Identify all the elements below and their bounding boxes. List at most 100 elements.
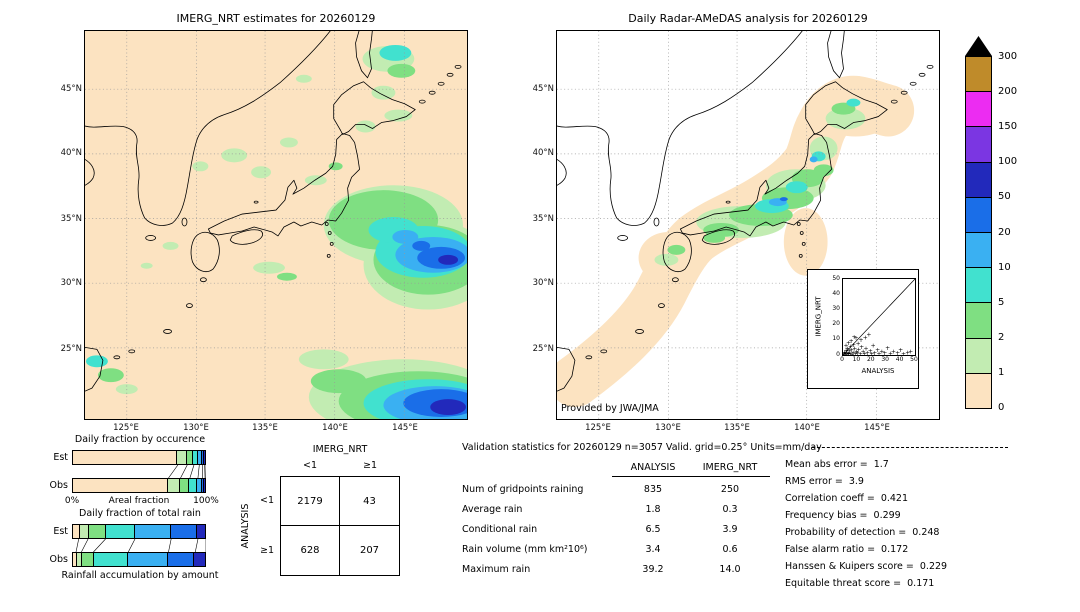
- colorbar-label: 1: [998, 367, 1005, 378]
- inset-x-axis-label: ANALYSIS: [861, 367, 895, 375]
- inset-x-tick: 20: [866, 356, 875, 363]
- contingency-col-title: IMERG_NRT: [312, 444, 368, 455]
- inset-y-tick: 50: [832, 274, 840, 282]
- x-tick-label: 135°E: [724, 423, 750, 433]
- svg-text:+: +: [847, 348, 852, 355]
- x-tick-label: 130°E: [183, 423, 209, 433]
- obs-label: Obs: [49, 480, 68, 491]
- colorbar-label: 150: [998, 121, 1018, 132]
- inset-x-tick: 50: [910, 356, 918, 363]
- svg-text:+: +: [842, 350, 847, 357]
- radar-map-canvas: [557, 31, 939, 419]
- colorbar-label: 100: [998, 156, 1018, 167]
- colorbar-segment: [966, 373, 991, 409]
- stats-analysis-value: 6.5: [645, 524, 661, 535]
- colorbar-label: 200: [998, 86, 1018, 97]
- occurrence-est-bar: [72, 450, 206, 465]
- svg-text:+: +: [852, 346, 857, 353]
- metric-line: Correlation coeff = 0.421: [785, 493, 909, 504]
- stats-row-label: Rain volume (mm km²10⁶): [462, 544, 588, 555]
- contingency-table: 2179 43 628 207: [280, 476, 400, 576]
- inset-y-tick: 30: [832, 304, 840, 312]
- x-tick-label: 125°E: [113, 423, 139, 433]
- svg-text:+: +: [853, 335, 858, 342]
- y-tick-label: 45°N: [60, 84, 82, 94]
- inset-x-tick: 40: [895, 356, 904, 363]
- y-tick-label: 45°N: [532, 84, 554, 94]
- svg-text:+: +: [875, 347, 880, 354]
- colorbar-segment: [966, 57, 991, 93]
- svg-text:+: +: [891, 349, 896, 356]
- stats-col-analysis: ANALYSIS: [630, 462, 676, 473]
- contingency-cell: 43: [340, 477, 399, 526]
- y-tick-label: 40°N: [60, 148, 82, 158]
- inset-y-tick: 10: [832, 335, 840, 343]
- occurrence-title: Daily fraction by occurence: [74, 434, 206, 445]
- x-tick-label: 140°E: [794, 423, 820, 433]
- svg-text:+: +: [848, 350, 853, 356]
- svg-text:+: +: [872, 350, 877, 356]
- colorbar-label: 0: [998, 402, 1005, 413]
- pct100-label: 100%: [193, 496, 219, 506]
- svg-text:+: +: [901, 351, 906, 356]
- colorbar-label: 10: [998, 262, 1011, 273]
- x-tick-label: 125°E: [585, 423, 611, 433]
- svg-text:+: +: [855, 350, 860, 356]
- occurrence-obs-bar: [72, 478, 206, 493]
- svg-text:+: +: [842, 352, 846, 357]
- colorbar-segment: [966, 197, 991, 234]
- imerg-map-canvas: [85, 31, 467, 419]
- svg-text:+: +: [879, 349, 884, 356]
- total-rain-connector: [75, 539, 206, 552]
- svg-text:+: +: [843, 342, 848, 349]
- metric-line: Frequency bias = 0.299: [785, 510, 901, 521]
- svg-text:+: +: [851, 349, 856, 356]
- radar-precipitation-blobs: [654, 98, 866, 266]
- radar-map-title: Daily Radar-AMeDAS analysis for 20260129: [628, 12, 868, 25]
- svg-text:+: +: [845, 350, 850, 356]
- colorbar-segment: [966, 338, 991, 374]
- y-tick-label: 30°N: [60, 278, 82, 288]
- svg-text:+: +: [885, 345, 890, 352]
- total-rain-title: Daily fraction of total rain: [79, 508, 201, 519]
- svg-text:+: +: [842, 351, 847, 356]
- y-tick-label: 35°N: [60, 214, 82, 224]
- est-label: Est: [53, 452, 68, 463]
- stats-imerg-value: 14.0: [719, 564, 741, 575]
- areal-fraction-label: Areal fraction: [108, 496, 170, 506]
- svg-text:+: +: [845, 345, 850, 352]
- svg-text:+: +: [858, 351, 863, 356]
- metric-line: Hanssen & Kuipers score = 0.229: [785, 561, 948, 572]
- stats-imerg-value: 3.9: [722, 524, 738, 535]
- svg-text:+: +: [866, 332, 871, 339]
- inset-y-tick: 40: [832, 289, 840, 297]
- svg-text:+: +: [849, 338, 854, 345]
- x-tick-label: 140°E: [322, 423, 348, 433]
- contingency-cell: 2179: [281, 477, 340, 526]
- stats-analysis-value: 3.4: [645, 544, 661, 555]
- contingency-row-label: ≥1: [259, 545, 274, 556]
- stats-imerg-value: 0.3: [722, 504, 738, 515]
- stats-analysis-value: 39.2: [642, 564, 664, 575]
- svg-text:+: +: [869, 351, 874, 356]
- colorbar-label: 20: [998, 227, 1011, 238]
- svg-text:+: +: [862, 351, 867, 356]
- pct0-label: 0%: [64, 496, 80, 506]
- svg-text:+: +: [854, 349, 859, 356]
- inset-y-tick: 0: [836, 350, 840, 358]
- svg-text:+: +: [898, 347, 903, 354]
- y-tick-label: 30°N: [532, 278, 554, 288]
- svg-text:+: +: [863, 335, 868, 342]
- total-rain-obs-bar: [72, 552, 206, 567]
- stats-analysis-value: 835: [643, 484, 663, 495]
- x-tick-label: 145°E: [864, 423, 890, 433]
- svg-text:+: +: [858, 337, 863, 344]
- total-rain-est-bar: [72, 524, 206, 539]
- stats-imerg-value: 0.6: [722, 544, 738, 555]
- svg-text:+: +: [852, 334, 857, 341]
- contingency-row-title: ANALYSIS: [240, 503, 251, 549]
- y-tick-label: 35°N: [532, 214, 554, 224]
- svg-text:+: +: [888, 351, 893, 356]
- svg-text:+: +: [908, 348, 913, 355]
